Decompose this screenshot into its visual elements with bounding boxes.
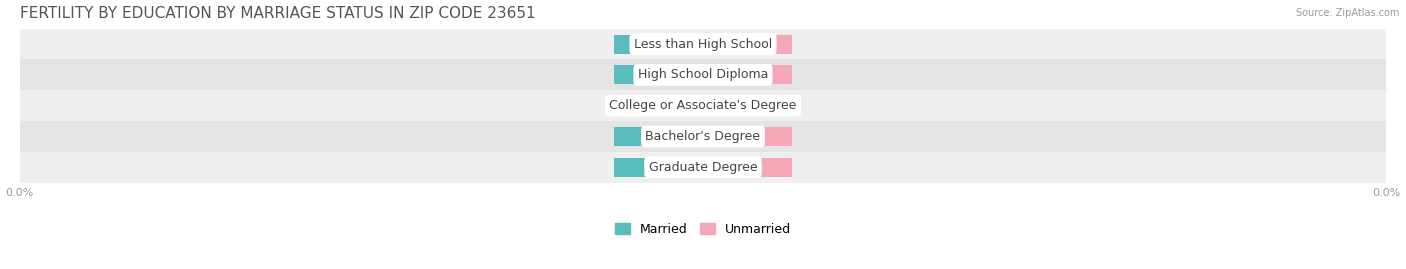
Text: Bachelor's Degree: Bachelor's Degree	[645, 130, 761, 143]
Text: FERTILITY BY EDUCATION BY MARRIAGE STATUS IN ZIP CODE 23651: FERTILITY BY EDUCATION BY MARRIAGE STATU…	[20, 6, 536, 20]
Text: 0.0%: 0.0%	[733, 39, 762, 49]
Bar	[703, 65, 792, 84]
Text: Source: ZipAtlas.com: Source: ZipAtlas.com	[1295, 8, 1399, 18]
Legend: Married, Unmarried: Married, Unmarried	[610, 218, 796, 241]
Text: High School Diploma: High School Diploma	[638, 68, 768, 82]
Bar	[703, 127, 792, 146]
Bar	[614, 34, 703, 54]
Text: Graduate Degree: Graduate Degree	[648, 161, 758, 174]
Text: 0.0%: 0.0%	[644, 162, 673, 172]
Bar	[20, 59, 1386, 90]
Bar	[614, 158, 703, 177]
Bar	[20, 152, 1386, 183]
Text: 0.0%: 0.0%	[644, 132, 673, 141]
Bar	[20, 29, 1386, 59]
Text: 0.0%: 0.0%	[644, 101, 673, 111]
Bar	[614, 96, 703, 115]
Text: 0.0%: 0.0%	[644, 39, 673, 49]
Text: 0.0%: 0.0%	[733, 101, 762, 111]
Text: 0.0%: 0.0%	[644, 70, 673, 80]
Text: College or Associate's Degree: College or Associate's Degree	[609, 99, 797, 112]
Text: Less than High School: Less than High School	[634, 38, 772, 51]
Bar	[703, 34, 792, 54]
Bar	[703, 96, 792, 115]
Bar	[20, 90, 1386, 121]
Bar	[614, 65, 703, 84]
Bar	[703, 158, 792, 177]
Bar	[20, 121, 1386, 152]
Bar	[614, 127, 703, 146]
Text: 0.0%: 0.0%	[733, 132, 762, 141]
Text: 0.0%: 0.0%	[733, 70, 762, 80]
Text: 0.0%: 0.0%	[733, 162, 762, 172]
